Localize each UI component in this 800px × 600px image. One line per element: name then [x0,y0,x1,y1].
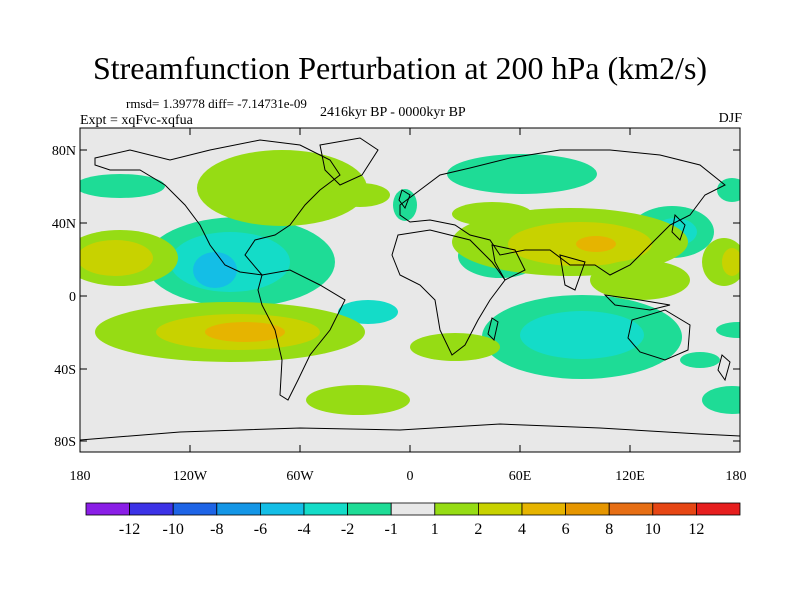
colorbar-label: 6 [562,521,570,538]
y-tick-label: 80S [54,435,76,450]
colorbar-cell [303,502,348,516]
coast-indonesia [603,294,671,311]
y-tick-label: 40S [54,363,76,378]
coast-greenland [319,137,379,186]
colorbar-label: -12 [119,521,140,538]
colorbar-cell [172,502,218,516]
anomaly-pos-southern [306,385,410,415]
x-tick-label: 0 [407,469,414,484]
anomaly-pos-eurasia-n [452,202,532,226]
experiment-label: Expt = xqFvc-xqfua [80,113,193,128]
colorbar-cell [85,502,130,516]
y-tick-label: 40N [52,217,76,232]
colorbar-label: -8 [210,521,223,538]
colorbar-label: -2 [341,521,354,538]
anomaly-pos-wpacific [590,260,690,300]
anomaly-neg-nz [716,322,740,338]
anomaly-neg-europe [393,189,417,221]
coast-madagascar [487,317,499,341]
colorbar: -12 -10 -8 -6 -4 -2 -1 1 2 4 6 8 10 12 [85,502,741,538]
anomaly-neg-caribbean-3 [193,252,237,288]
colorbar-cell [608,502,654,516]
contour-fills [80,150,740,415]
season-label: DJF [718,111,742,126]
colorbar-label: 10 [645,521,661,538]
coast-south-america [257,269,346,401]
coast-arabia [491,244,526,281]
anomaly-neg-npacific [80,174,165,198]
x-tick-label: 60W [286,469,314,484]
x-tick-label: 120W [173,469,208,484]
coast-india [559,254,586,291]
period-label: 2416kyr BP - 0000kyr BP [320,105,466,120]
colorbar-label: -4 [297,521,310,538]
anomaly-pos-asia-3 [576,236,616,252]
colorbar-cell [477,502,523,516]
colorbar-label: 2 [474,521,482,538]
x-tick-label: 120E [615,469,645,484]
coast-new-zealand [717,354,731,382]
coast-australia [627,309,691,361]
colorbar-label: -10 [163,521,184,538]
anomaly-pos-safrica [410,333,500,361]
colorbar-label: -6 [254,521,267,538]
colorbar-label: 8 [605,521,613,538]
anomaly-neg-indianocean-2 [520,311,644,359]
y-tick-label: 80N [52,144,76,159]
anomaly-neg-spacific-e2 [680,352,720,368]
x-tick-label: 180 [70,469,91,484]
coastlines [80,137,740,441]
anomaly-pos-npacific-w2 [80,240,153,276]
colorbar-label: 1 [431,521,439,538]
x-tick-label: 60E [509,469,532,484]
colorbar-cell [434,502,479,516]
colorbar-label: -1 [385,521,398,538]
coast-north-america [94,139,341,276]
colorbar-cell [565,502,610,516]
x-tick-label: 180 [726,469,747,484]
anomaly-pos-natlantic [330,183,390,207]
y-tick-label: 0 [69,290,76,305]
anomaly-neg-nafrica [447,154,597,194]
anomaly-neg-wpacific [717,178,740,202]
colorbar-cell [390,502,436,516]
coast-eurasia [399,149,726,276]
colorbar-cell [259,502,305,516]
coast-antarctica [80,423,740,441]
colorbar-cell [696,502,741,516]
colorbar-cell [216,502,261,516]
anomaly-neg-satlantic [338,300,398,324]
colorbar-cell [129,502,174,516]
colorbar-label: 4 [518,521,526,538]
coast-uk [398,189,411,210]
coast-africa [391,229,506,356]
coast-japan [671,213,686,241]
colorbar-cell [347,502,392,516]
colorbar-cell [521,502,566,516]
anomaly-pos-npacific-e2 [722,248,740,276]
tick-marks [80,128,740,452]
chart-title: Streamfunction Perturbation at 200 hPa (… [92,50,708,86]
colorbar-label: 12 [688,521,704,538]
colorbar-cell [652,502,697,516]
anomaly-neg-spacific-e [702,386,740,414]
stats-text: rmsd= 1.39778 diff= -7.14731e-09 [126,96,307,111]
anomaly-pos-spacific-3 [205,322,285,342]
